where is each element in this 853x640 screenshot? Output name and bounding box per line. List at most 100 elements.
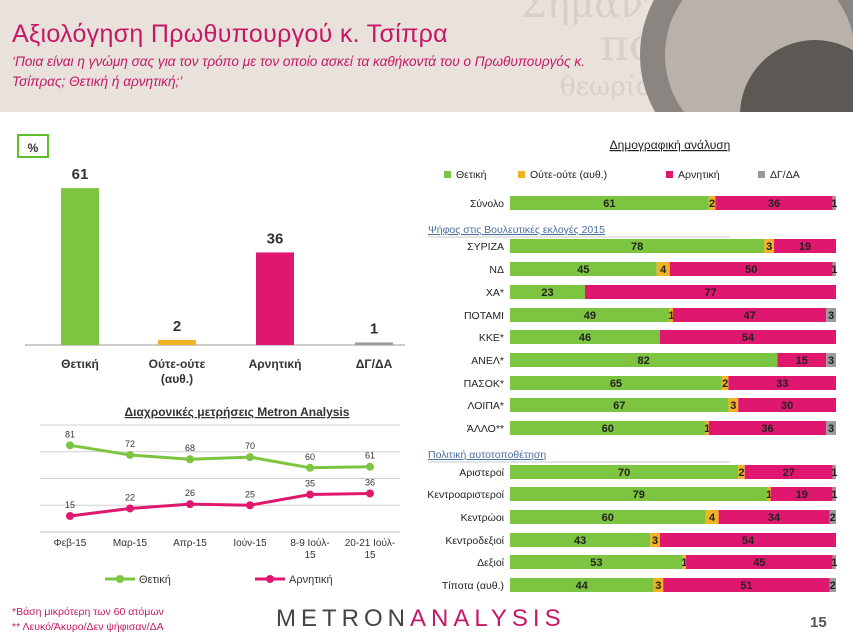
data-point-αρνητική <box>246 501 254 510</box>
segment-value-label: 44 <box>576 580 589 592</box>
row-label: Σύνολο <box>470 198 504 210</box>
segment-ούτε-ούτε-αυθ <box>705 510 719 524</box>
category-label: Αρνητική <box>249 357 302 371</box>
segment-value-label: 3 <box>828 423 834 435</box>
segment-ούτε-ούτε-αυθ <box>728 398 739 412</box>
segment-δγ-δα <box>826 353 836 367</box>
footnote-small-base: *Βάση μικρότερη των 60 ατόμων <box>12 606 164 618</box>
row-label: ΠΟΤΑΜΙ <box>464 310 504 322</box>
legend-swatch-ούτε-ούτε-αυθ <box>518 171 525 178</box>
page-title: Αξιολόγηση Πρωθυπουργού κ. Τσίπρα <box>12 20 448 48</box>
segment-ούτε-ούτε-αυθ <box>708 196 716 210</box>
segment-αρνητική <box>728 376 836 390</box>
bar-αρνητική <box>256 252 294 345</box>
row-label: ΆΛΛΟ** <box>467 423 504 435</box>
segment-αρνητική <box>770 487 833 501</box>
row-label: ΧΑ* <box>486 287 504 299</box>
segment-θετική <box>510 421 706 435</box>
legend-marker-θετική <box>116 575 124 583</box>
segment-value-label: 50 <box>745 264 757 276</box>
data-point-θετική <box>186 455 194 464</box>
page-subtitle: ‘Ποια είναι η γνώμη σας για τον τρόπο με… <box>12 54 585 89</box>
background-text-decoration: θεωρία <box>560 72 654 102</box>
segment-ούτε-ούτε-αυθ <box>738 465 745 479</box>
bar-value-label: 1 <box>370 320 378 337</box>
series-line-θετική <box>69 443 371 470</box>
row-label: Κεντρώοι <box>461 512 505 524</box>
legend-label: Αρνητική <box>678 169 720 181</box>
data-point-θετική <box>126 450 134 459</box>
x-tick-label: 15 <box>304 550 316 561</box>
row-label: ΑΝΕΛ* <box>471 355 504 367</box>
bar-δγ-δα <box>355 342 393 345</box>
bar-ούτε-ούτε-αυθ <box>158 339 196 345</box>
segment-θετική <box>510 262 657 276</box>
logo-part-analysis: ANALYSIS <box>410 605 566 632</box>
legend-swatch-θετική <box>444 171 451 178</box>
segment-θετική <box>510 376 722 390</box>
row-label: Δεξιοί <box>477 557 505 569</box>
legend-label: Θετική <box>139 574 171 586</box>
segment-value-label: 1 <box>831 264 837 276</box>
segment-value-label: 36 <box>768 198 780 210</box>
segment-αρνητική <box>584 285 836 299</box>
trend-chart-title: Διαχρονικές μετρήσεις Metron Analysis <box>125 405 350 419</box>
page-number: 15 <box>810 614 827 631</box>
segment-value-label: 67 <box>613 400 625 412</box>
row-label: Τίποτα (αυθ.) <box>442 580 504 592</box>
data-value-label: 81 <box>65 429 75 439</box>
segment-value-label: 19 <box>799 241 811 253</box>
data-value-label: 61 <box>365 451 375 461</box>
segment-δγ-δα <box>832 262 836 276</box>
segment-θετική <box>510 510 706 524</box>
data-value-label: 35 <box>305 479 315 489</box>
segment-value-label: 1 <box>681 557 687 569</box>
legend-label: ΔΓ/ΔΑ <box>770 169 800 181</box>
segment-θετική <box>510 578 654 592</box>
segment-αρνητική <box>669 262 833 276</box>
segment-ούτε-ούτε-αυθ <box>682 555 687 569</box>
data-point-αρνητική <box>66 511 74 520</box>
bar-value-label: 61 <box>72 166 89 183</box>
segment-θετική <box>510 353 778 367</box>
segment-αρνητική <box>774 239 836 253</box>
segment-value-label: 3 <box>652 535 658 547</box>
data-value-label: 15 <box>65 500 75 510</box>
data-value-label: 60 <box>305 452 315 462</box>
segment-value-label: 3 <box>828 310 834 322</box>
segment-δγ-δα <box>826 421 836 435</box>
data-point-αρνητική <box>126 504 134 513</box>
category-label: ΔΓ/ΔΑ <box>356 357 393 371</box>
x-tick-label: 15 <box>364 550 376 561</box>
segment-value-label: 43 <box>574 535 586 547</box>
data-value-label: 36 <box>365 477 375 487</box>
bar-value-label: 2 <box>173 318 181 335</box>
legend-label: Αρνητική <box>289 574 333 586</box>
segment-value-label: 4 <box>709 512 716 524</box>
segment-value-label: 1 <box>704 423 710 435</box>
row-label: ΛΟΙΠΑ* <box>467 400 504 412</box>
category-label: Ούτε-ούτε <box>149 357 206 371</box>
segment-value-label: 1 <box>668 310 674 322</box>
segment-value-label: 45 <box>577 264 589 276</box>
segment-value-label: 82 <box>638 355 650 367</box>
segment-value-label: 15 <box>796 355 808 367</box>
segment-value-label: 2 <box>722 378 728 390</box>
segment-αρνητική <box>777 353 827 367</box>
segment-value-label: 2 <box>830 512 836 524</box>
data-point-αρνητική <box>186 500 194 509</box>
segment-value-label: 54 <box>742 535 755 547</box>
segment-ούτε-ούτε-αυθ <box>721 376 729 390</box>
group-header: Πολιτική αυτοτοποθέτηση <box>428 449 546 461</box>
segment-value-label: 1 <box>766 489 772 501</box>
series-line-αρνητική <box>69 491 371 518</box>
segment-ούτε-ούτε-αυθ <box>705 421 709 435</box>
percent-unit-badge: % <box>17 134 49 158</box>
data-point-θετική <box>306 463 314 472</box>
segment-αρνητική <box>673 308 827 322</box>
segment-δγ-δα <box>832 487 836 501</box>
segment-ούτε-ούτε-αυθ <box>656 262 670 276</box>
segment-αρνητική <box>708 421 827 435</box>
segment-θετική <box>510 285 585 299</box>
x-tick-label: 8-9 Ιούλ- <box>290 537 329 549</box>
